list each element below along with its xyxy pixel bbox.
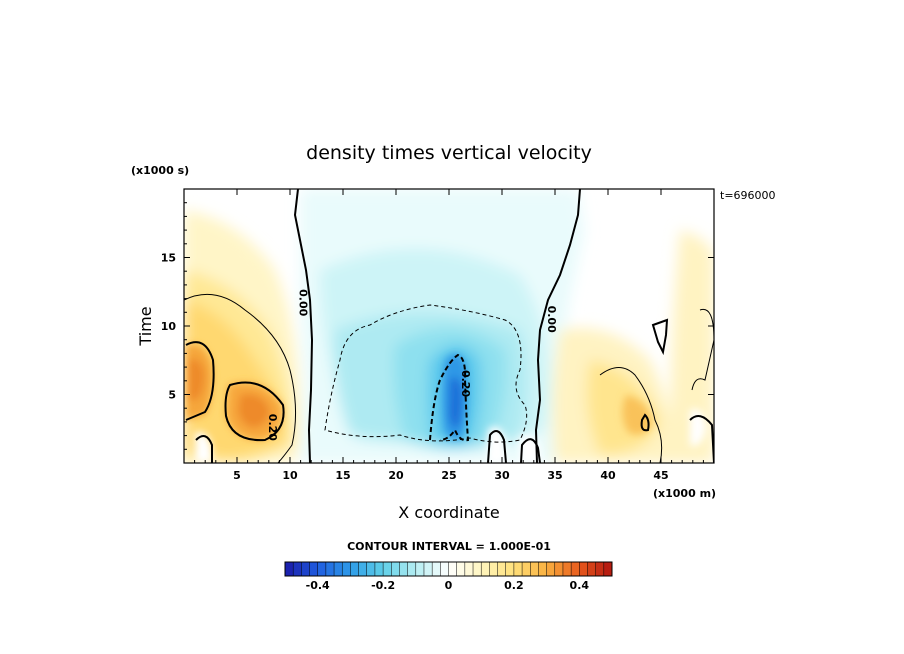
colorbar-swatch	[350, 562, 359, 576]
colorbar-swatch	[407, 562, 417, 576]
colorbar-swatch	[342, 562, 351, 576]
x-tick-label: 10	[282, 469, 298, 482]
x-tick-label: 25	[441, 469, 456, 482]
y-tick-label: 10	[161, 320, 177, 333]
colorbar-swatch	[374, 562, 384, 576]
colorbar-swatch	[334, 562, 343, 576]
colorbar-swatch	[546, 562, 556, 576]
chart-title: density times vertical velocity	[306, 142, 592, 164]
x-tick-label: 30	[494, 469, 510, 482]
colorbar-swatch	[554, 562, 564, 576]
colorbar-swatch	[432, 562, 441, 576]
colorbar-tick-label: -0.2	[371, 579, 395, 592]
colorbar-swatch	[489, 562, 498, 576]
colorbar-swatch	[473, 562, 482, 576]
colorbar-swatch	[456, 562, 466, 576]
colorbar-swatch	[317, 562, 327, 576]
colorbar-swatch	[383, 562, 392, 576]
colorbar-swatch	[399, 562, 408, 576]
colorbar-tick-label: 0	[445, 579, 453, 592]
x-tick-label: 35	[547, 469, 562, 482]
colorbar: -0.4 -0.2 0 0.2 0.4	[284, 561, 613, 592]
contour-label: 0.00	[297, 289, 310, 316]
colorbar-swatch	[423, 562, 433, 576]
colorbar-swatch	[358, 562, 368, 576]
y-tick-label: 15	[161, 252, 176, 265]
colorbar-swatch	[497, 562, 507, 576]
colorbar-swatch	[464, 562, 474, 576]
colorbar-swatch	[603, 562, 613, 576]
colorbar-swatch	[595, 562, 605, 576]
colorbar-tick-label: -0.4	[306, 579, 330, 592]
x-tick-label: 40	[600, 469, 616, 482]
y-unit-label: (x1000 s)	[131, 164, 189, 177]
colorbar-swatch	[293, 562, 302, 576]
colorbar-swatch	[579, 562, 588, 576]
y-tick-label: 5	[168, 389, 176, 402]
colorbar-tick-label: 0.4	[570, 579, 590, 592]
contour-label: 0.20	[459, 370, 472, 397]
colorbar-swatch	[325, 562, 335, 576]
x-unit-label: (x1000 m)	[653, 487, 716, 500]
colorbar-swatch	[448, 562, 457, 576]
contour-interval-text: CONTOUR INTERVAL = 1.000E-01	[347, 540, 551, 553]
x-tick-label: 45	[653, 469, 668, 482]
axis-ticks: 5 10 15 20 25 30 35 40 45 5 10 15	[161, 189, 714, 482]
contour-labels: 0.00 0.00 0.20 0.20	[266, 289, 558, 441]
colorbar-swatch	[415, 562, 425, 576]
colorbar-swatch	[513, 562, 523, 576]
colorbar-swatch	[301, 562, 310, 576]
colorbar-swatch	[571, 562, 580, 576]
colorbar-swatch	[587, 562, 596, 576]
colorbar-swatch	[505, 562, 515, 576]
colorbar-tick-label: 0.2	[504, 579, 524, 592]
colorbar-swatch	[562, 562, 572, 576]
x-tick-label: 20	[388, 469, 404, 482]
x-tick-label: 5	[233, 469, 241, 482]
colorbar-swatch	[391, 562, 400, 576]
heatmap-field	[184, 189, 714, 463]
colorbar-swatch	[440, 562, 449, 576]
contour-label: 0.20	[266, 414, 279, 441]
colorbar-frame	[284, 561, 613, 577]
colorbar-swatch	[538, 562, 547, 576]
colorbar-swatch	[285, 562, 294, 576]
colorbar-swatch	[366, 562, 376, 576]
colorbar-swatch	[309, 562, 318, 576]
x-axis-label: X coordinate	[398, 503, 499, 522]
colorbar-swatch	[481, 562, 490, 576]
y-axis-label: Time	[136, 306, 155, 346]
time-stamp: t=696000	[720, 189, 776, 202]
x-tick-label: 15	[335, 469, 350, 482]
colorbar-swatch	[530, 562, 539, 576]
colorbar-swatch	[522, 562, 531, 576]
contour-label: 0.00	[545, 306, 558, 333]
